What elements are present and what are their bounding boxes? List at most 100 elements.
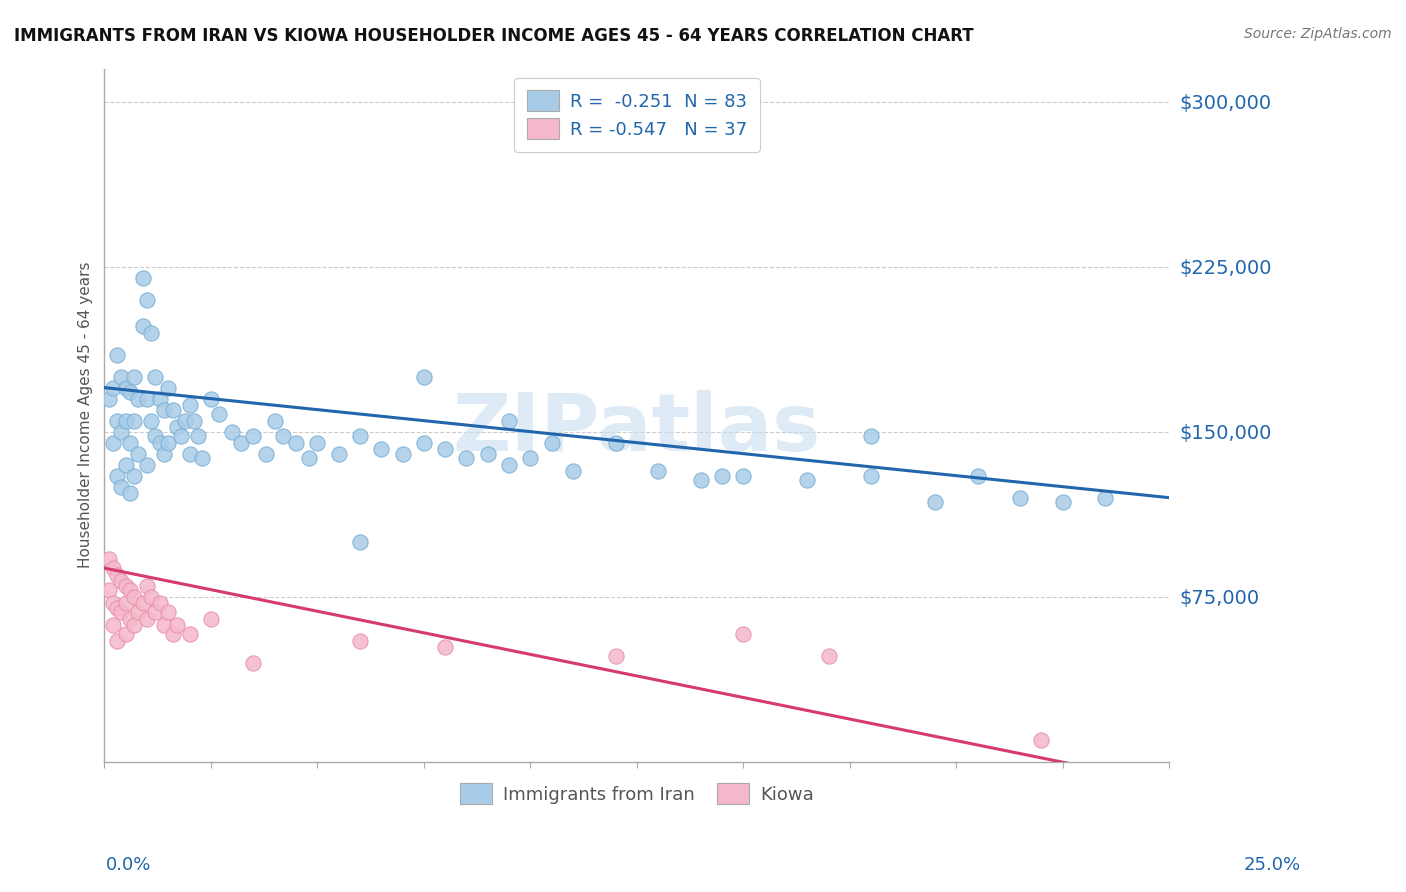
Point — [127, 392, 149, 406]
Point — [136, 458, 159, 472]
Point — [179, 627, 201, 641]
Point — [412, 369, 434, 384]
Point — [122, 618, 145, 632]
Point — [349, 534, 371, 549]
Point — [136, 392, 159, 406]
Point — [136, 612, 159, 626]
Point — [391, 447, 413, 461]
Point — [498, 414, 520, 428]
Text: IMMIGRANTS FROM IRAN VS KIOWA HOUSEHOLDER INCOME AGES 45 - 64 YEARS CORRELATION : IMMIGRANTS FROM IRAN VS KIOWA HOUSEHOLDE… — [14, 27, 974, 45]
Point — [122, 468, 145, 483]
Point — [97, 392, 120, 406]
Point — [97, 583, 120, 598]
Point — [114, 414, 136, 428]
Point — [434, 442, 457, 457]
Point — [145, 429, 167, 443]
Point — [105, 567, 128, 582]
Point — [179, 447, 201, 461]
Point — [733, 468, 755, 483]
Point — [114, 627, 136, 641]
Point — [349, 633, 371, 648]
Point — [153, 402, 176, 417]
Point — [136, 579, 159, 593]
Point — [733, 627, 755, 641]
Point — [370, 442, 392, 457]
Point — [162, 402, 184, 417]
Point — [183, 414, 205, 428]
Point — [114, 381, 136, 395]
Point — [122, 369, 145, 384]
Point — [1010, 491, 1032, 505]
Point — [153, 447, 176, 461]
Point — [122, 414, 145, 428]
Point — [101, 561, 124, 575]
Point — [817, 649, 839, 664]
Point — [966, 468, 988, 483]
Point — [101, 596, 124, 610]
Point — [141, 326, 163, 340]
Point — [179, 398, 201, 412]
Point — [711, 468, 734, 483]
Point — [221, 425, 243, 439]
Point — [118, 583, 141, 598]
Point — [136, 293, 159, 307]
Point — [605, 649, 627, 664]
Point — [141, 590, 163, 604]
Point — [242, 656, 264, 670]
Point — [141, 414, 163, 428]
Point — [434, 640, 457, 655]
Point — [132, 596, 155, 610]
Point — [328, 447, 350, 461]
Point — [242, 429, 264, 443]
Point — [101, 435, 124, 450]
Text: 0.0%: 0.0% — [105, 856, 150, 874]
Point — [157, 435, 180, 450]
Point — [157, 605, 180, 619]
Point — [145, 369, 167, 384]
Point — [149, 392, 172, 406]
Point — [271, 429, 294, 443]
Point — [519, 451, 541, 466]
Point — [162, 627, 184, 641]
Text: ZIPatlas: ZIPatlas — [453, 390, 821, 468]
Y-axis label: Householder Income Ages 45 - 64 years: Householder Income Ages 45 - 64 years — [79, 262, 93, 568]
Point — [118, 612, 141, 626]
Point — [105, 348, 128, 362]
Point — [127, 605, 149, 619]
Point — [110, 425, 132, 439]
Point — [796, 473, 818, 487]
Point — [110, 480, 132, 494]
Legend: Immigrants from Iran, Kiowa: Immigrants from Iran, Kiowa — [449, 772, 824, 815]
Point — [174, 414, 197, 428]
Point — [1094, 491, 1116, 505]
Point — [285, 435, 308, 450]
Point — [647, 464, 669, 478]
Point — [200, 392, 222, 406]
Point — [132, 270, 155, 285]
Point — [114, 458, 136, 472]
Point — [110, 605, 132, 619]
Point — [110, 369, 132, 384]
Point — [114, 596, 136, 610]
Point — [101, 618, 124, 632]
Point — [149, 596, 172, 610]
Point — [477, 447, 499, 461]
Point — [101, 381, 124, 395]
Point — [97, 552, 120, 566]
Point — [349, 429, 371, 443]
Text: Source: ZipAtlas.com: Source: ZipAtlas.com — [1244, 27, 1392, 41]
Point — [149, 435, 172, 450]
Point — [561, 464, 583, 478]
Point — [118, 385, 141, 400]
Point — [860, 468, 883, 483]
Point — [1031, 732, 1053, 747]
Point — [191, 451, 214, 466]
Point — [157, 381, 180, 395]
Point — [689, 473, 711, 487]
Point — [540, 435, 562, 450]
Point — [263, 414, 285, 428]
Point — [170, 429, 193, 443]
Point — [118, 435, 141, 450]
Point — [127, 447, 149, 461]
Point — [105, 414, 128, 428]
